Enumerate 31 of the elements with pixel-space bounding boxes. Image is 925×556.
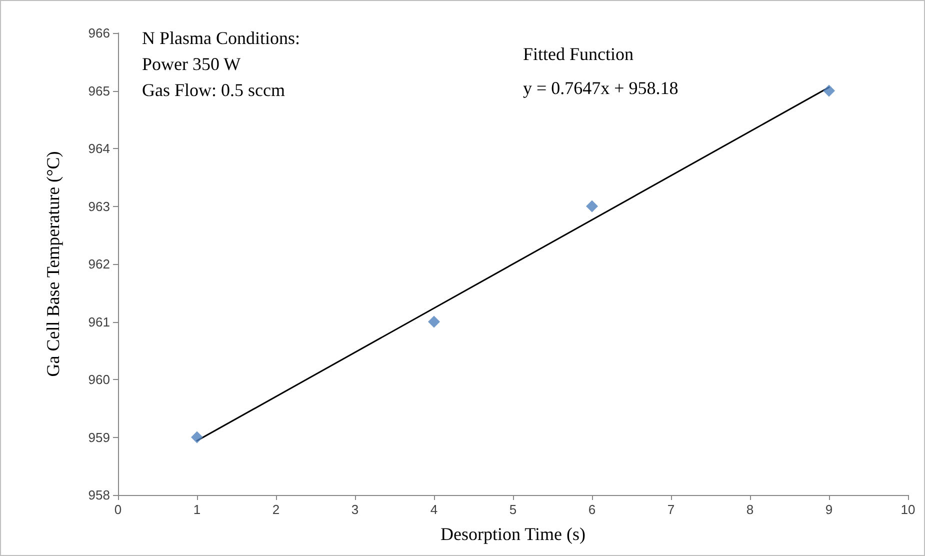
y-tick-label: 961 [88,314,110,330]
annotation: y = 0.7647x + 958.18 [523,78,678,98]
y-tick-label: 964 [88,141,110,156]
x-tick-label: 10 [900,502,916,517]
x-tick-label: 7 [667,502,675,517]
annotation: Gas Flow: 0.5 sccm [142,80,285,100]
x-tick-label: 8 [746,502,754,517]
annotation: Power 350 W [142,54,241,74]
point [823,84,835,97]
y-tick-label: 959 [88,430,110,445]
x-tick-label: 4 [430,502,438,517]
x-tick-label: 6 [588,502,596,517]
y-tick-label: 960 [88,372,110,387]
x-tick-label: 2 [272,502,280,517]
y-tick-label: 965 [88,83,110,98]
y-axis-title: Ga Cell Base Temperature (°C) [43,151,63,377]
x-tick-label: 9 [825,502,833,517]
annotation: Fitted Function [523,44,634,64]
y-tick-label: 963 [88,198,110,214]
x-tick-label: 1 [193,502,201,517]
x-tick-label: 3 [351,502,359,517]
x-tick-label: 0 [114,502,122,517]
y-tick-label: 966 [88,26,110,40]
point [586,200,598,212]
x-tick-label: 5 [509,502,517,517]
point [191,431,203,444]
annotation: N Plasma Conditions: [142,28,300,48]
point [428,316,440,328]
y-tick-label: 962 [88,256,110,272]
y-tick-label: 958 [88,488,110,502]
x-axis-title: Desorption Time (s) [440,524,586,544]
